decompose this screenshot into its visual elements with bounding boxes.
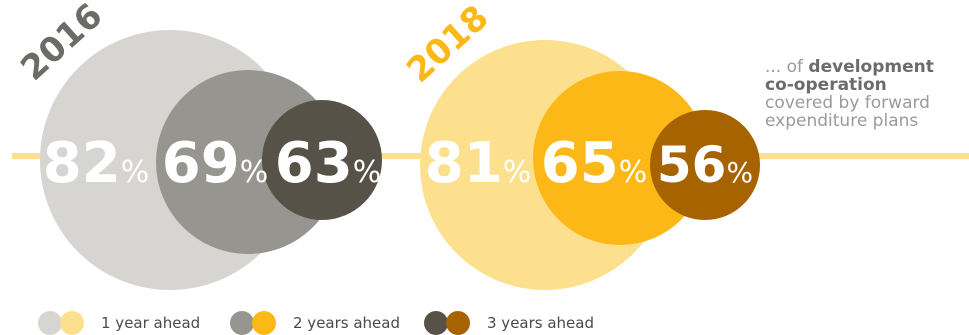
value-2016-2yr: 69% — [162, 131, 268, 196]
description-bold: development co-operation — [765, 57, 934, 95]
group-2018: 2018 81% 65% 56% — [399, 0, 760, 290]
value-unit: % — [503, 155, 532, 190]
timeline-line-right — [755, 153, 969, 159]
timeline-line-left — [12, 153, 47, 159]
bubble-2018-3yr — [650, 110, 760, 220]
value-2018-3yr: 56% — [657, 136, 753, 194]
value-number: 82 — [43, 131, 121, 196]
description-suffix: covered by forward expenditure plans — [765, 93, 930, 131]
value-number: 69 — [162, 131, 240, 196]
value-2018-1yr: 81% — [425, 131, 531, 196]
bubble-2016-3yr — [262, 100, 382, 220]
value-unit: % — [726, 156, 753, 189]
value-number: 56 — [657, 136, 727, 194]
value-unit: % — [240, 155, 269, 190]
legend-swatch-gold — [446, 311, 470, 335]
legend-swatch-gray — [230, 311, 254, 335]
legend-swatch-gray — [38, 311, 62, 335]
value-number: 65 — [541, 131, 619, 196]
value-2016-1yr: 82% — [43, 131, 149, 196]
legend-swatch-gold — [252, 311, 276, 335]
value-number: 63 — [275, 131, 353, 196]
legend-label: 1 year ahead — [101, 314, 201, 332]
value-unit: % — [353, 155, 382, 190]
legend-swatch-gold — [60, 311, 84, 335]
legend-label: 3 years ahead — [487, 314, 594, 332]
value-2016-3yr: 63% — [275, 131, 381, 196]
timeline-line-middle — [380, 153, 430, 159]
description-prefix: ... of — [765, 57, 809, 77]
group-2016: 2016 82% 69% 63% — [13, 0, 382, 290]
value-unit: % — [121, 155, 150, 190]
legend-label: 2 years ahead — [293, 314, 400, 332]
legend-swatch-gray — [424, 311, 448, 335]
bubble-2018-2yr — [533, 71, 707, 245]
value-number: 81 — [425, 131, 503, 196]
chart-description: ... of development co-operation covered … — [765, 58, 965, 130]
value-2018-2yr: 65% — [541, 131, 647, 196]
value-unit: % — [619, 155, 648, 190]
